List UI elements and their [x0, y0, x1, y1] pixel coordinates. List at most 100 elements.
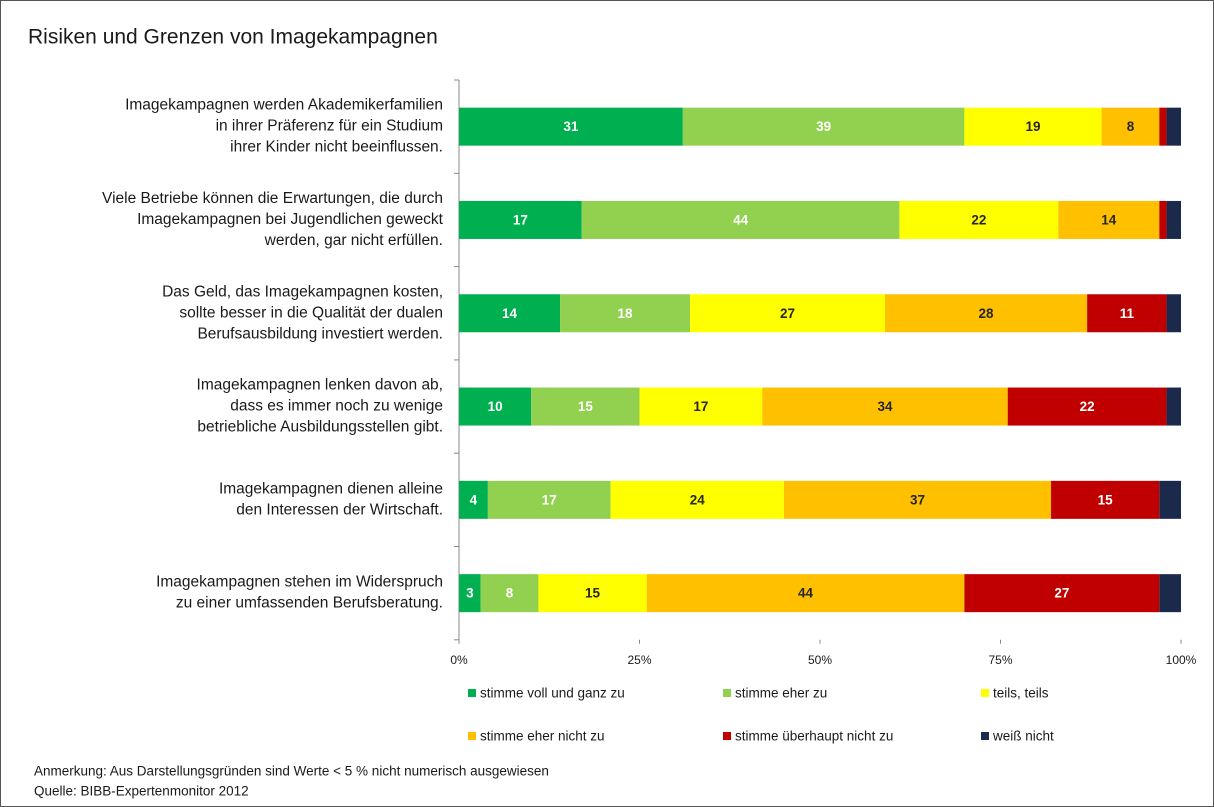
bar-segment	[459, 480, 488, 519]
bar-segment	[459, 294, 561, 333]
bar-segment	[1101, 107, 1160, 146]
bar-segment	[1159, 480, 1181, 519]
data-label: 28	[979, 306, 995, 321]
bar-segment	[682, 107, 965, 146]
data-label: 39	[816, 119, 831, 134]
data-label: 11	[1120, 306, 1135, 321]
data-label: 17	[542, 492, 557, 507]
data-label: 44	[798, 586, 814, 601]
data-label: 15	[578, 399, 594, 414]
data-label: 27	[1054, 586, 1069, 601]
bar-segment	[480, 574, 539, 613]
data-label: 22	[1080, 399, 1095, 414]
bar-segment	[1166, 387, 1181, 426]
data-label: 44	[733, 213, 749, 228]
bar-segment	[884, 294, 1088, 333]
category-label: in ihrer Präferenz für ein Studium	[216, 118, 443, 135]
data-label: 15	[1098, 492, 1114, 507]
bar-segment	[459, 200, 582, 239]
data-label: 22	[971, 213, 986, 228]
bar-segment	[646, 574, 965, 613]
data-label: 19	[1025, 119, 1040, 134]
data-label: 3	[466, 586, 474, 601]
category-label: betriebliche Ausbildungsstellen gibt.	[197, 419, 443, 436]
bar-segment	[459, 107, 683, 146]
category-label: den Interessen der Wirtschaft.	[236, 501, 443, 518]
bar-segment	[1058, 200, 1160, 239]
legend-label: stimme voll und ganz zu	[480, 686, 625, 701]
category-label: Imagekampagnen werden Akademikerfamilien	[125, 97, 443, 114]
category-label: Imagekampagnen lenken davon ab,	[197, 377, 443, 394]
bar-segment	[690, 294, 885, 333]
legend-label: teils, teils	[993, 686, 1049, 701]
bar-segment	[964, 574, 1160, 613]
category-label: Das Geld, das Imagekampagnen kosten,	[162, 283, 443, 300]
bar-segment	[560, 294, 691, 333]
category-label: Imagekampagnen stehen im Widerspruch	[156, 574, 443, 591]
legend-label: stimme eher nicht zu	[480, 729, 605, 744]
category-label: Viele Betriebe können die Erwartungen, d…	[102, 190, 443, 207]
bar-segment	[581, 200, 900, 239]
category-label: Berufsausbildung investiert werden.	[197, 325, 443, 342]
bar-segment	[1166, 107, 1181, 146]
bar-segment	[762, 387, 1008, 426]
footnote: Anmerkung: Aus Darstellungsgründen sind …	[34, 764, 549, 779]
bar-segment	[459, 387, 532, 426]
footnote: Quelle: BIBB-Expertenmonitor 2012	[34, 784, 249, 799]
data-label: 31	[563, 119, 579, 134]
data-label: 18	[618, 306, 634, 321]
category-label: ihrer Kinder nicht beeinflussen.	[230, 139, 443, 156]
category-label: werden, gar nicht erfüllen.	[264, 232, 443, 249]
data-label: 15	[585, 586, 601, 601]
data-label: 14	[1101, 213, 1117, 228]
category-label: Imagekampagnen bei Jugendlichen geweckt	[137, 211, 444, 228]
data-label: 34	[877, 399, 893, 414]
bar-segment	[964, 107, 1102, 146]
legend-swatch	[468, 689, 476, 697]
legend-label: stimme eher zu	[735, 686, 827, 701]
bar-segment	[1159, 200, 1167, 239]
bar-segment	[1159, 107, 1167, 146]
bar-segment	[899, 200, 1059, 239]
data-label: 24	[690, 492, 706, 507]
category-label: sollte besser in die Qualität der dualen	[179, 304, 443, 321]
category-label: dass es immer noch zu wenige	[230, 398, 443, 415]
legend-swatch	[723, 689, 731, 697]
bar-segment	[1166, 200, 1181, 239]
bar-segment	[538, 574, 647, 613]
chart-title: Risiken und Grenzen von Imagekampagnen	[28, 26, 438, 49]
category-label: zu einer umfassenden Berufsberatung.	[176, 595, 443, 612]
bar-segment	[531, 387, 640, 426]
data-label: 17	[513, 213, 528, 228]
data-label: 27	[780, 306, 795, 321]
bar-segment	[1007, 387, 1167, 426]
legend-swatch	[723, 732, 731, 740]
legend-label: stimme überhaupt nicht zu	[735, 729, 893, 744]
x-tick-label: 75%	[988, 653, 1012, 667]
bar-segment	[639, 387, 763, 426]
bar-segment	[783, 480, 1052, 519]
bar-segment	[610, 480, 784, 519]
category-label: Imagekampagnen dienen alleine	[219, 480, 443, 497]
data-label: 37	[910, 492, 925, 507]
legend-label: weiß nicht	[992, 729, 1054, 744]
legend-swatch	[981, 732, 989, 740]
data-label: 10	[488, 399, 503, 414]
bar-segment	[1051, 480, 1160, 519]
data-label: 8	[506, 586, 514, 601]
legend-swatch	[468, 732, 476, 740]
legend-swatch	[981, 689, 989, 697]
x-tick-label: 25%	[627, 653, 651, 667]
data-label: 8	[1127, 119, 1135, 134]
bar-segment	[487, 480, 611, 519]
data-label: 17	[693, 399, 708, 414]
data-label: 4	[470, 492, 478, 507]
bar-segment	[1087, 294, 1167, 333]
bar-segment	[459, 574, 481, 613]
data-label: 14	[502, 306, 518, 321]
bar-segment	[1159, 574, 1181, 613]
x-tick-label: 50%	[808, 653, 832, 667]
x-tick-label: 0%	[450, 653, 468, 667]
x-tick-label: 100%	[1166, 653, 1197, 667]
